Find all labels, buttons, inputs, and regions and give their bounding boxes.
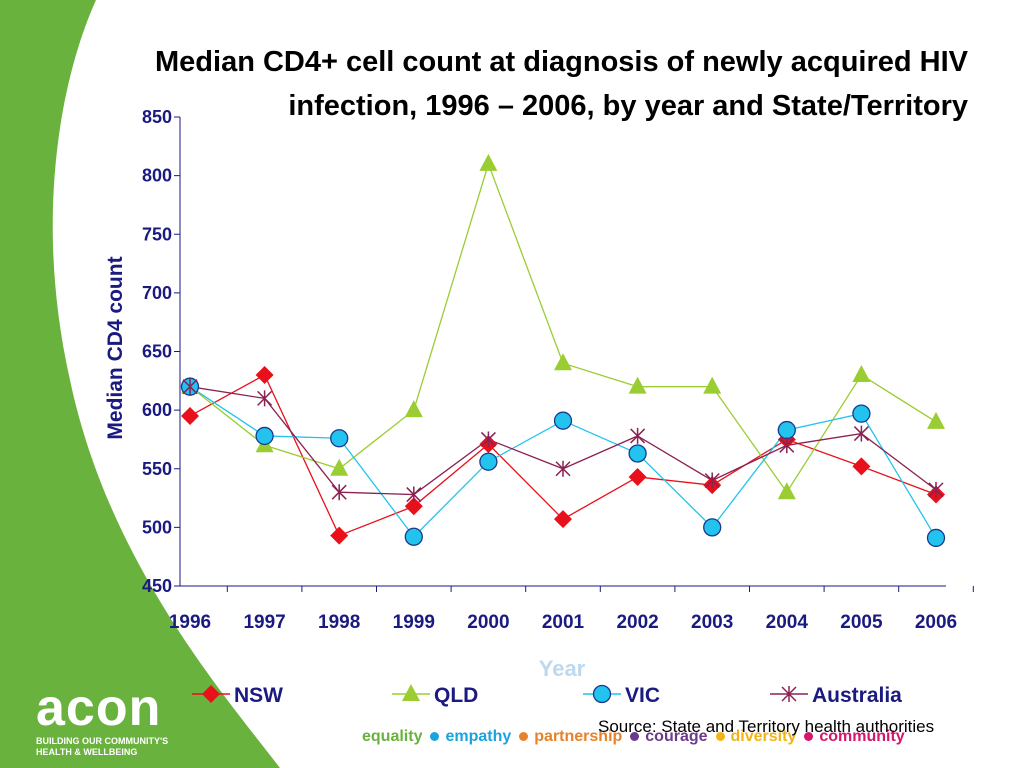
data-point-nsw	[852, 457, 871, 476]
data-point-vic	[628, 444, 647, 463]
y-tick-label: 600	[142, 400, 172, 420]
legend-marker-vic	[592, 684, 612, 704]
legend-marker-qld	[402, 684, 420, 701]
data-point-vic	[777, 420, 796, 440]
x-tick-label: 2003	[691, 612, 733, 633]
data-point-qld	[628, 376, 647, 394]
value-word-courage: courage	[645, 728, 708, 745]
acon-logo: acon BUILDING OUR COMMUNITY'S HEALTH & W…	[36, 679, 196, 758]
y-tick-label: 750	[142, 224, 172, 244]
value-dot	[804, 731, 814, 741]
data-point-vic	[404, 527, 423, 546]
data-point-qld	[479, 153, 498, 171]
x-tick-label: 2002	[616, 612, 658, 633]
y-tick-label: 850	[142, 107, 172, 127]
data-point-qld	[703, 376, 722, 394]
values-strip: equality empathy partnership courage diversi…	[362, 728, 909, 746]
y-axis-label: Median CD4 count	[104, 256, 127, 439]
legend-label-nsw: NSW	[234, 684, 283, 707]
data-point-nsw	[554, 510, 572, 529]
data-point-nsw	[404, 497, 423, 516]
legend-label-qld: QLD	[434, 684, 478, 707]
legend-label-australia: Australia	[812, 684, 902, 707]
data-point-qld	[777, 482, 796, 500]
logo-wordmark: acon	[36, 679, 162, 737]
data-point-australia	[704, 472, 720, 489]
data-point-nsw	[330, 526, 349, 545]
value-word-community: community	[819, 728, 905, 745]
data-point-australia	[182, 378, 198, 395]
y-tick-label: 800	[142, 166, 172, 186]
value-dot	[630, 731, 640, 741]
value-word-equality: equality	[362, 728, 423, 745]
series-line-australia	[189, 386, 937, 496]
data-point-australia	[406, 486, 422, 503]
value-word-diversity: diversity	[730, 728, 797, 745]
legend-marker-australia	[781, 686, 797, 702]
legend-marker-nsw	[202, 685, 220, 703]
data-point-qld	[554, 353, 572, 371]
y-tick-label: 700	[142, 283, 172, 303]
x-tick-label: 2001	[542, 612, 585, 633]
data-point-australia	[853, 425, 869, 442]
data-point-australia	[630, 427, 646, 444]
data-point-nsw	[181, 406, 199, 425]
data-point-vic	[926, 528, 946, 548]
data-point-qld	[330, 458, 349, 476]
data-point-vic	[479, 452, 498, 471]
y-tick-label: 450	[142, 576, 172, 596]
data-point-australia	[928, 481, 944, 498]
y-tick-label: 650	[142, 342, 172, 362]
data-point-vic	[553, 411, 573, 430]
x-tick-label: 1996	[169, 612, 211, 633]
data-point-australia	[331, 484, 347, 501]
value-dot	[430, 731, 440, 741]
data-point-vic	[703, 518, 722, 537]
x-tick-label: 2004	[766, 612, 809, 633]
x-tick-label: 1997	[243, 612, 285, 633]
data-point-nsw	[255, 365, 274, 384]
value-dot	[715, 731, 725, 741]
data-point-australia	[480, 431, 496, 448]
x-tick-label: 1999	[393, 612, 435, 633]
value-dot	[519, 731, 529, 741]
data-point-australia	[779, 437, 795, 454]
logo-tagline: BUILDING OUR COMMUNITY'S HEALTH & WELLBE…	[36, 736, 169, 757]
x-axis-label: Year	[539, 656, 586, 681]
source-note: Source: State and Territory health autho…	[598, 717, 935, 736]
data-point-nsw	[628, 467, 647, 486]
x-tick-label: 2006	[915, 612, 957, 633]
data-point-qld	[852, 364, 871, 382]
data-point-vic	[255, 426, 274, 446]
y-tick-label: 500	[142, 517, 172, 537]
value-word-partnership: partnership	[534, 728, 623, 745]
value-word-empathy: empathy	[445, 728, 512, 745]
x-tick-label: 2005	[840, 612, 883, 633]
data-point-qld	[927, 411, 945, 429]
chart-title: Median CD4+ cell count at diagnosis of n…	[155, 46, 968, 122]
legend-label-vic: VIC	[625, 684, 660, 707]
x-tick-label: 2000	[467, 612, 509, 633]
data-point-qld	[404, 400, 423, 418]
data-point-vic	[330, 429, 349, 448]
data-point-vic	[852, 404, 871, 423]
y-tick-label: 550	[142, 459, 172, 479]
x-tick-label: 1998	[318, 612, 360, 633]
data-point-australia	[257, 390, 273, 407]
data-point-australia	[555, 460, 571, 477]
series-line-qld	[189, 161, 937, 494]
